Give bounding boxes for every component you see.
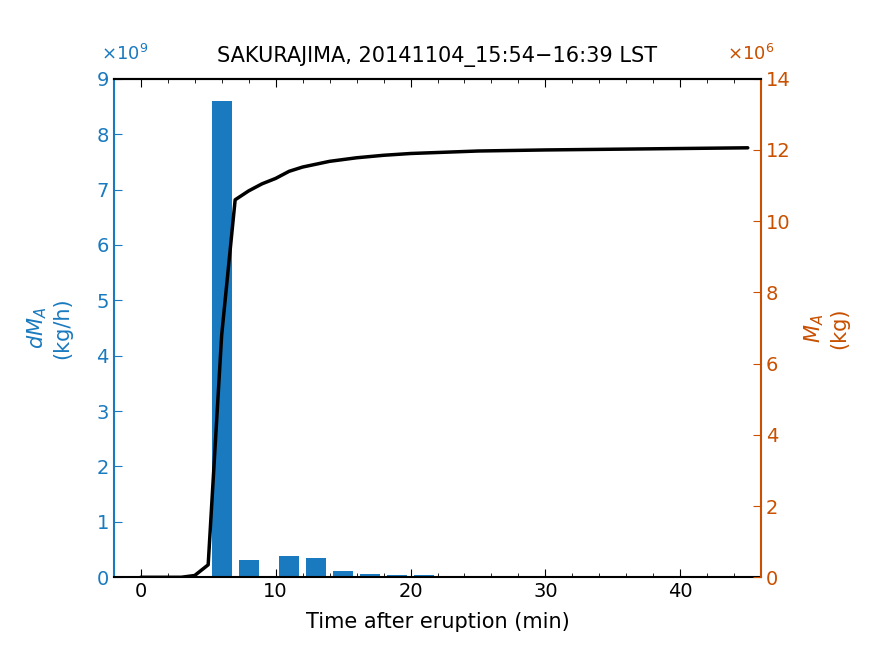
Bar xyxy=(360,574,380,577)
Text: $\times10^9$: $\times10^9$ xyxy=(101,44,148,64)
Bar xyxy=(279,556,299,577)
Bar xyxy=(306,558,326,577)
Bar xyxy=(212,101,232,577)
Title: SAKURAJIMA, 20141104_15:54−16:39 LST: SAKURAJIMA, 20141104_15:54−16:39 LST xyxy=(218,46,658,67)
Text: $dM_A$
(kg/h): $dM_A$ (kg/h) xyxy=(25,297,73,359)
Text: $M_A$
(kg): $M_A$ (kg) xyxy=(802,307,850,349)
X-axis label: Time after eruption (min): Time after eruption (min) xyxy=(305,612,570,632)
Text: $\times10^6$: $\times10^6$ xyxy=(727,44,774,64)
Bar xyxy=(387,575,407,577)
Bar xyxy=(441,576,461,577)
Bar xyxy=(414,575,434,577)
Bar xyxy=(333,571,354,577)
Bar xyxy=(239,560,259,577)
Bar xyxy=(185,575,205,577)
